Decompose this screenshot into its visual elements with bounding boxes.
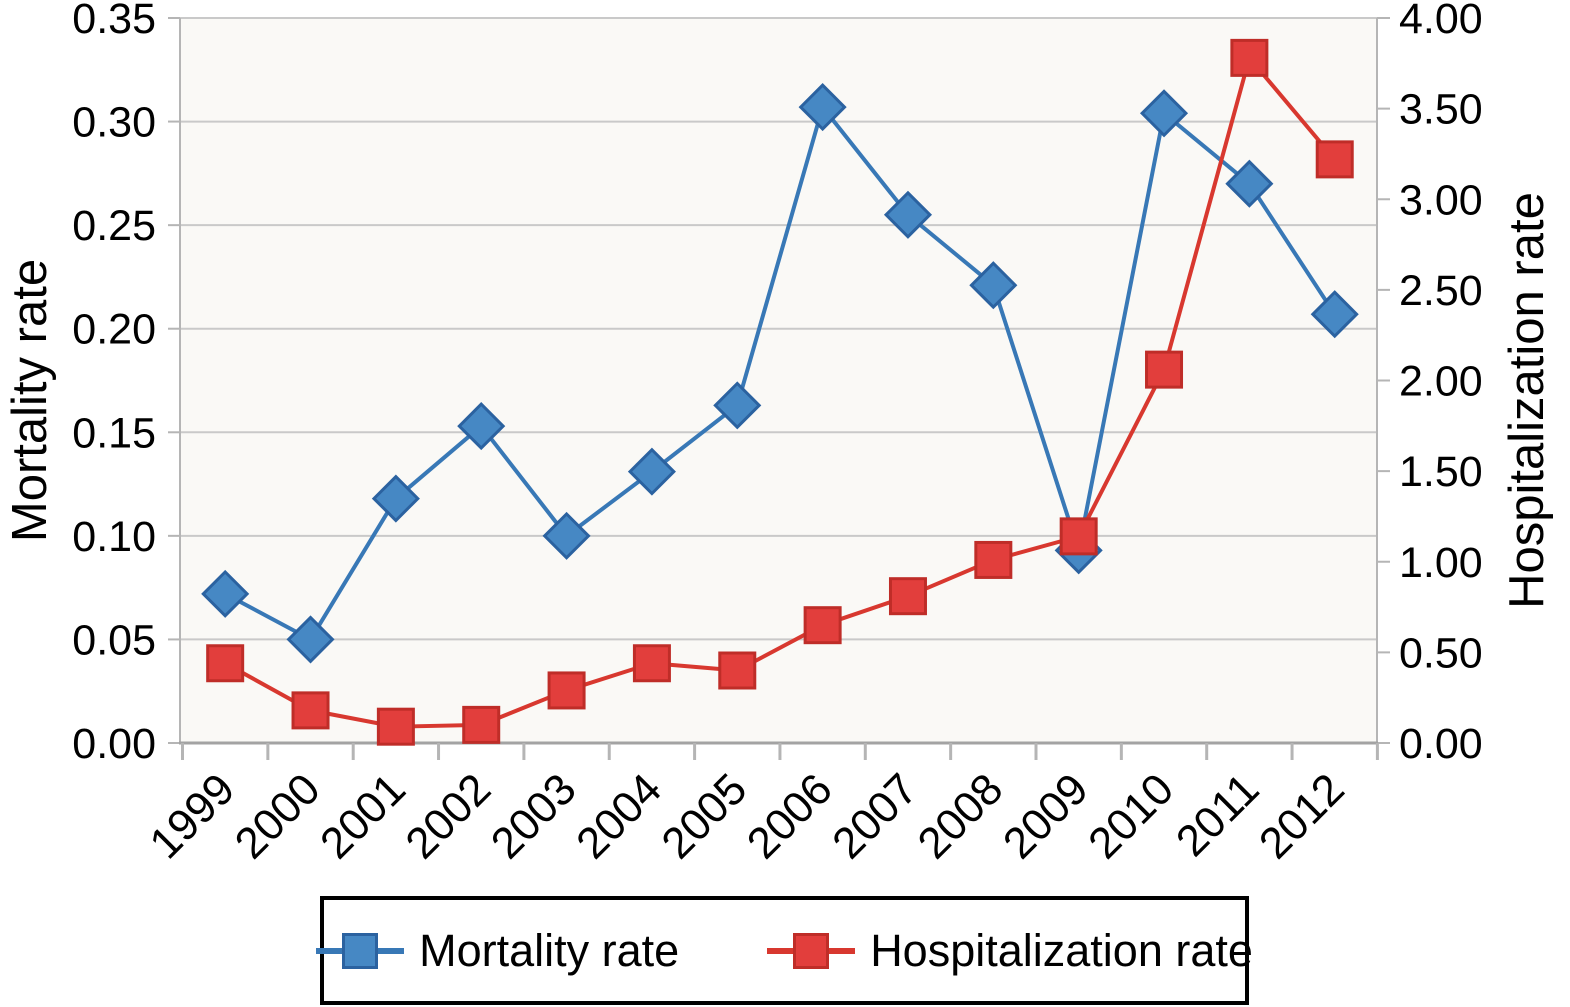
data-point-hospitalization-2006: [803, 606, 842, 645]
data-point-hospitalization-2002: [462, 705, 501, 744]
data-point-mortality-2010: [1139, 89, 1189, 138]
y-left-tick-label: 0.00: [72, 720, 156, 768]
data-point-mortality-2001: [371, 474, 420, 523]
x-tick-label: 2008: [909, 764, 1013, 868]
data-point-hospitalization-2000: [291, 691, 330, 730]
y-left-tick-label: 0.05: [72, 616, 156, 664]
legend-swatch-square: [342, 932, 379, 969]
x-tick-label: 2012: [1250, 764, 1354, 868]
y-right-tick-label: 3.00: [1399, 176, 1483, 224]
x-tick-label: 2005: [652, 764, 756, 868]
data-point-hospitalization-2007: [888, 577, 927, 616]
data-point-hospitalization-2009: [1059, 517, 1098, 556]
data-point-mortality-2004: [627, 447, 676, 496]
data-point-mortality-2011: [1225, 159, 1274, 208]
y-right-tick-label: 2.00: [1399, 358, 1483, 406]
data-point-hospitalization-1999: [206, 644, 245, 683]
x-tick-label: 1999: [140, 764, 244, 868]
y-right-tick-label: 2.50: [1399, 267, 1483, 315]
legend-swatch-square: [793, 932, 830, 969]
data-point-mortality-2005: [713, 381, 762, 430]
legend-label-mortality: Mortality rate: [419, 924, 680, 976]
y-left-tick-label: 0.20: [72, 306, 156, 354]
data-point-mortality-2012: [1310, 290, 1359, 339]
data-point-hospitalization-2008: [974, 540, 1013, 579]
x-tick-label: 2006: [738, 764, 842, 868]
legend: Mortality rate Hospitalization rate: [316, 896, 1253, 1005]
data-point-hospitalization-2005: [718, 651, 757, 690]
mortality-line-marker-icon: [316, 931, 405, 971]
y-left-tick-label: 0.25: [72, 202, 156, 250]
data-point-mortality-2008: [969, 261, 1018, 310]
x-tick-label: 2007: [823, 764, 927, 868]
y-right-tick-label: 3.50: [1399, 86, 1483, 134]
data-point-mortality-2002: [457, 402, 506, 451]
data-point-hospitalization-2011: [1230, 38, 1269, 77]
data-point-hospitalization-2003: [547, 671, 586, 710]
data-point-mortality-1999: [201, 569, 250, 618]
data-point-mortality-2003: [542, 511, 591, 560]
y-left-tick-label: 0.30: [72, 99, 156, 147]
legend-item-hospitalization: Hospitalization rate: [767, 925, 1253, 977]
x-tick-label: 2001: [311, 764, 415, 868]
data-point-mortality-2006: [798, 83, 847, 132]
y-right-tick-label: 1.50: [1399, 448, 1483, 496]
series-line-mortality-rate: [224, 105, 1337, 642]
data-point-hospitalization-2001: [376, 707, 415, 746]
y-left-tick-label: 0.10: [72, 513, 156, 561]
x-tick-label: 2004: [567, 764, 671, 868]
dual-axis-line-chart: 0.00 0.05 0.10 0.15 0.20 0.25 0.30 0.35 0.00 0.50…: [3, 0, 1554, 868]
plot-area: [180, 18, 1377, 743]
right-axis-title: Hospitalization rate: [1500, 192, 1554, 609]
legend-label-hospitalization: Hospitalization rate: [870, 924, 1253, 976]
y-right-tick-label: 0.50: [1399, 629, 1483, 677]
y-left-tick-label: 0.35: [72, 0, 156, 43]
data-point-mortality-2000: [286, 615, 335, 664]
x-tick-label: 2002: [396, 764, 500, 868]
x-tick-label: 2011: [1167, 764, 1269, 866]
legend-item-mortality: Mortality rate: [316, 925, 679, 977]
x-tick-label: 2009: [994, 764, 1098, 868]
hospitalization-line-marker-icon: [767, 931, 856, 971]
data-point-hospitalization-2012: [1315, 140, 1354, 179]
y-right-tick-label: 1.00: [1399, 539, 1483, 587]
left-axis-title: Mortality rate: [3, 259, 57, 542]
x-tick-label: 2003: [482, 764, 586, 868]
y-right-tick-label: 4.00: [1399, 0, 1483, 43]
x-tick-label: 2010: [1079, 764, 1183, 868]
y-left-tick-label: 0.15: [72, 409, 156, 457]
data-point-hospitalization-2004: [632, 644, 671, 683]
data-point-mortality-2007: [883, 190, 933, 239]
x-tick-label: 2000: [226, 764, 330, 868]
data-point-hospitalization-2010: [1145, 350, 1184, 389]
y-right-tick-label: 0.00: [1399, 720, 1483, 768]
